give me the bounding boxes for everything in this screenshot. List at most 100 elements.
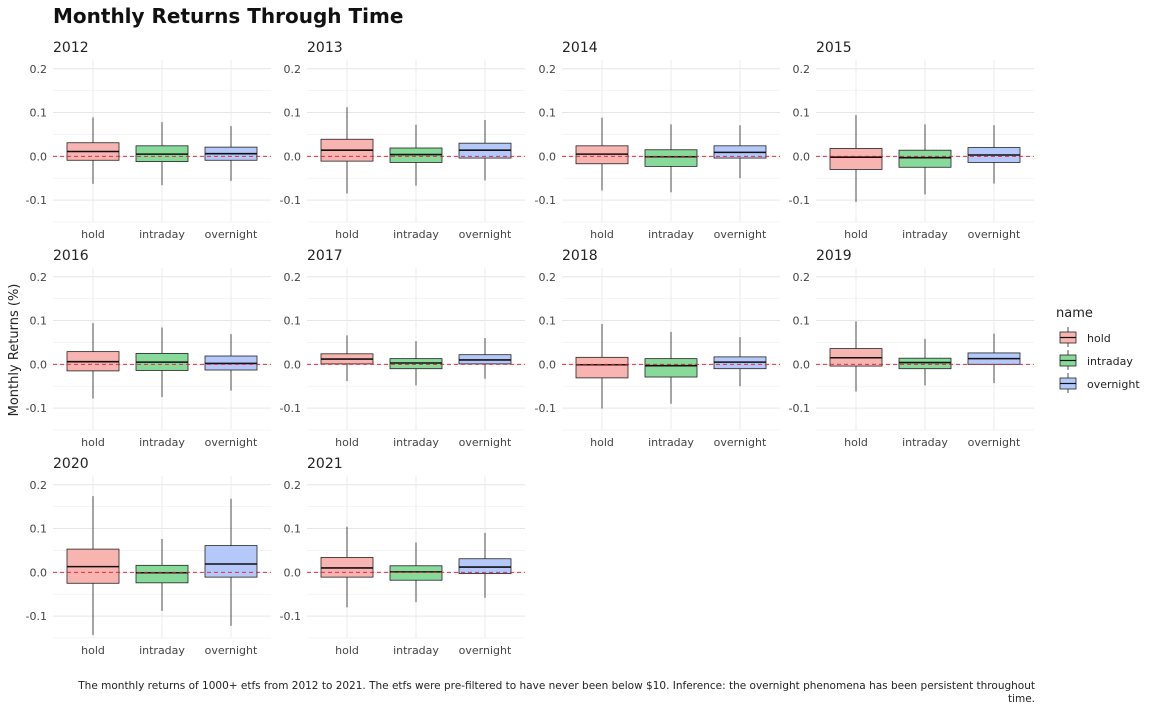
x-tick-label: intraday — [393, 436, 439, 449]
box-intraday — [135, 122, 189, 186]
x-tick-label: hold — [844, 436, 868, 449]
y-tick-label: 0.0 — [284, 358, 302, 371]
y-tick-label: 0.1 — [30, 523, 48, 536]
box-overnight — [458, 338, 512, 379]
y-tick-label: 0.2 — [539, 63, 557, 76]
box — [135, 564, 189, 584]
y-tick-label: -0.1 — [280, 610, 301, 623]
box-intraday — [389, 341, 443, 386]
y-tick-label: 0.2 — [539, 271, 557, 284]
facet-title: 2018 — [562, 248, 598, 264]
y-tick-label: -0.1 — [26, 194, 47, 207]
y-tick-label: -0.1 — [26, 610, 47, 623]
x-tick-label: overnight — [205, 644, 258, 657]
y-tick-label: -0.1 — [789, 194, 810, 207]
box-hold — [575, 324, 629, 409]
box-intraday — [898, 338, 952, 386]
x-tick-label: intraday — [648, 228, 694, 241]
legend-label: hold — [1087, 332, 1111, 345]
y-tick-label: -0.1 — [535, 402, 556, 415]
x-tick-label: intraday — [648, 436, 694, 449]
box-hold — [320, 526, 374, 608]
y-tick-label: 0.1 — [284, 315, 302, 328]
x-tick-label: overnight — [459, 644, 512, 657]
y-tick-label: 0.1 — [30, 107, 48, 120]
y-tick-label: 0.1 — [284, 107, 302, 120]
box-intraday — [135, 539, 189, 611]
y-tick-label: 0.1 — [284, 523, 302, 536]
y-tick-label: 0.1 — [793, 315, 811, 328]
box-hold — [829, 321, 883, 392]
facet-panel: 2021 -0.1 0.0 0.1 0.2 hold intraday overnight — [280, 456, 525, 657]
box-overnight — [967, 333, 1021, 384]
box — [829, 148, 883, 170]
x-tick-label: overnight — [459, 436, 512, 449]
facet-panel: 2017 -0.1 0.0 0.1 0.2 hold intraday overnight — [280, 248, 525, 449]
y-tick-label: 0.0 — [284, 150, 302, 163]
y-tick-label: 0.1 — [793, 107, 811, 120]
facet-panel: 2013 -0.1 0.0 0.1 0.2 hold intraday overnight — [280, 40, 525, 241]
y-tick-label: -0.1 — [789, 402, 810, 415]
y-tick-label: 0.0 — [539, 150, 557, 163]
box-hold — [66, 117, 120, 184]
facet-title: 2020 — [53, 456, 89, 472]
box-hold — [829, 115, 883, 202]
y-tick-label: 0.0 — [30, 150, 48, 163]
box-overnight — [458, 532, 512, 598]
y-tick-label: -0.1 — [280, 402, 301, 415]
facet-panel: 2019 -0.1 0.0 0.1 0.2 hold intraday overnight — [789, 248, 1034, 449]
x-tick-label: intraday — [139, 644, 185, 657]
x-tick-label: overnight — [205, 228, 258, 241]
y-tick-label: 0.2 — [284, 479, 302, 492]
legend-item: hold — [1059, 327, 1111, 347]
y-tick-label: 0.2 — [284, 63, 302, 76]
legend-title: name — [1056, 306, 1093, 321]
y-tick-label: 0.0 — [30, 566, 48, 579]
box-hold — [66, 323, 120, 399]
y-tick-label: -0.1 — [26, 402, 47, 415]
x-tick-label: overnight — [968, 228, 1021, 241]
x-tick-label: hold — [81, 436, 105, 449]
box-overnight — [713, 337, 767, 387]
x-tick-label: intraday — [139, 228, 185, 241]
y-tick-label: 0.2 — [284, 271, 302, 284]
legend-item: overnight — [1059, 373, 1140, 393]
facet-title: 2014 — [562, 40, 598, 56]
box — [898, 357, 952, 370]
chart-title: Monthly Returns Through Time — [53, 4, 403, 28]
box-intraday — [389, 124, 443, 186]
box-intraday — [898, 124, 952, 195]
x-tick-label: hold — [590, 436, 614, 449]
legend-items: hold intraday overnight — [1059, 327, 1140, 393]
y-tick-label: 0.0 — [284, 566, 302, 579]
facet-panel: 2016 -0.1 0.0 0.1 0.2 hold intraday overnight — [26, 248, 271, 449]
facet-title: 2017 — [307, 248, 343, 264]
box — [644, 149, 698, 167]
x-tick-label: overnight — [968, 436, 1021, 449]
legend-label: intraday — [1087, 355, 1133, 368]
y-tick-label: 0.1 — [539, 107, 557, 120]
y-tick-label: 0.0 — [793, 358, 811, 371]
x-tick-label: intraday — [902, 228, 948, 241]
y-tick-label: 0.1 — [30, 315, 48, 328]
x-tick-label: intraday — [393, 228, 439, 241]
caption-line: The monthly returns of 1000+ etfs from 2… — [77, 680, 1035, 692]
facet-panel: 2020 -0.1 0.0 0.1 0.2 hold intraday overnight — [26, 456, 271, 657]
box-hold — [320, 107, 374, 194]
box-hold — [66, 496, 120, 635]
legend-label: overnight — [1087, 378, 1140, 391]
facet-title: 2021 — [307, 456, 343, 472]
box — [458, 558, 512, 575]
y-tick-label: 0.0 — [539, 358, 557, 371]
y-tick-label: 0.2 — [30, 271, 48, 284]
facet-title: 2013 — [307, 40, 343, 56]
box — [575, 356, 629, 379]
y-tick-label: 0.2 — [793, 271, 811, 284]
x-tick-label: hold — [335, 436, 359, 449]
x-tick-label: hold — [81, 644, 105, 657]
y-tick-label: 0.1 — [539, 315, 557, 328]
facet-title: 2019 — [816, 248, 852, 264]
y-tick-label: -0.1 — [535, 194, 556, 207]
